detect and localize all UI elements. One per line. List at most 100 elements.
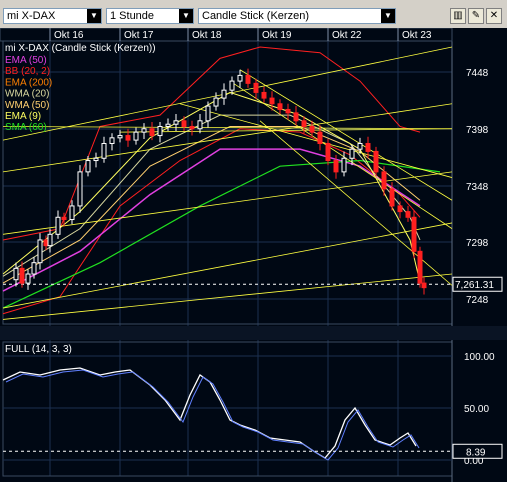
legend-entry: EMA (9): [5, 111, 41, 122]
osc-panel-border: [2, 341, 453, 477]
price-tick-label: 7348: [466, 182, 489, 193]
date-label: Okt 16: [54, 30, 84, 41]
date-label: Okt 23: [402, 30, 432, 41]
candle-body: [397, 205, 403, 213]
price-tick-label: 7398: [466, 125, 489, 136]
grid: [0, 28, 507, 482]
osc-last-box: [452, 443, 503, 459]
pen-icon[interactable]: ✎: [468, 8, 484, 24]
instrument-value: mi X-DAX: [7, 10, 56, 22]
bar-chart-icon[interactable]: ▥: [450, 8, 466, 24]
candle-body: [317, 131, 323, 145]
legend-entry: EMA (200): [5, 77, 52, 88]
instrument-select[interactable]: mi X-DAX ▼: [3, 8, 102, 24]
trendline: [2, 273, 453, 320]
date-label: Okt 19: [262, 30, 292, 41]
candle-body: [357, 143, 363, 150]
candle-body: [253, 82, 259, 93]
candle-body: [19, 267, 25, 284]
price-panel-title: mi X-DAX (Candle Stick (Kerzen)): [5, 43, 156, 54]
chevron-down-icon[interactable]: ▼: [179, 9, 193, 23]
candle-body: [261, 91, 267, 99]
osc-panel-title: FULL (14, 3, 3): [5, 344, 72, 355]
osc-tick-label: 50.00: [464, 404, 489, 415]
candle-body: [149, 128, 155, 137]
bollinger-lower-band: [2, 128, 421, 315]
chart-toolbar: mi X-DAX ▼ 1 Stunde ▼ Candle Stick (Kerz…: [0, 0, 507, 29]
wma-20-line: [2, 114, 421, 277]
candle-body: [101, 143, 107, 159]
candle-body: [31, 262, 37, 275]
trend-lines: [2, 46, 453, 320]
date-label: Okt 18: [192, 30, 222, 41]
candle-body: [197, 120, 203, 130]
candle-body: [221, 89, 227, 99]
legend-entry: BB (20, 2): [5, 66, 50, 77]
osc-tick-label: 0.00: [464, 456, 484, 467]
trendline: [239, 69, 453, 201]
trendline: [2, 46, 453, 141]
candle-body: [365, 143, 371, 152]
candle-body: [189, 125, 195, 130]
candle-body: [277, 103, 283, 110]
legend-entry: WMA (50): [5, 100, 49, 111]
date-axis-frame: [0, 27, 453, 42]
indicator-legend: mi X-DAX (Candle Stick (Kerzen))EMA (50)…: [5, 43, 156, 133]
candle-body: [309, 125, 315, 133]
candle-body: [411, 216, 417, 252]
price-tick-label: 7248: [466, 295, 489, 306]
candle-body: [69, 205, 75, 221]
price-tick-label: 7298: [466, 238, 489, 249]
trendline: [2, 103, 453, 173]
price-axis: 7448 7398 7348 7298 7248 7,261.31: [452, 68, 503, 306]
candle-body: [373, 150, 379, 173]
price-tick-label: 7448: [466, 68, 489, 79]
ema-9-line: [2, 91, 419, 275]
candle-body: [381, 171, 387, 190]
chevron-down-icon[interactable]: ▼: [381, 9, 395, 23]
interval-select[interactable]: 1 Stunde ▼: [106, 8, 194, 24]
candle-body: [165, 123, 171, 127]
candle-body: [181, 120, 187, 127]
osc-last-label: 8.39: [466, 447, 486, 458]
candle-body: [37, 239, 43, 264]
legend-entry: EMA (50): [5, 55, 47, 66]
candle-body: [421, 282, 427, 289]
candle-body: [205, 105, 211, 122]
candles: [13, 68, 427, 295]
close-icon[interactable]: ✕: [486, 8, 502, 24]
candle-body: [25, 273, 31, 284]
candle-body: [61, 216, 67, 221]
candle-body: [85, 160, 91, 173]
candle-body: [237, 74, 243, 82]
trendline: [119, 128, 453, 133]
candle-body: [173, 120, 179, 125]
candle-body: [47, 233, 53, 247]
legend-entry: SMA (60): [5, 122, 47, 133]
date-label: Okt 17: [124, 30, 154, 41]
panel-divider: [0, 326, 507, 340]
trendline: [259, 120, 453, 286]
candle-body: [43, 239, 49, 247]
candle-body: [389, 188, 395, 207]
candle-body: [333, 160, 339, 173]
candle-body: [325, 143, 331, 162]
chevron-down-icon[interactable]: ▼: [87, 9, 101, 23]
candle-body: [417, 250, 423, 284]
ema-50-line: [2, 148, 421, 292]
candle-body: [229, 80, 235, 91]
trendline: [229, 80, 453, 229]
indicator-lines: [2, 46, 441, 315]
candle-body: [77, 171, 83, 207]
candle-body: [341, 157, 347, 173]
candle-body: [269, 97, 275, 105]
candle-body: [293, 112, 299, 122]
candle-body: [285, 108, 291, 114]
candle-body: [117, 135, 123, 139]
candle-body: [213, 97, 219, 107]
trendline: [2, 171, 453, 235]
chart-type-select[interactable]: Candle Stick (Kerzen) ▼: [198, 8, 396, 24]
